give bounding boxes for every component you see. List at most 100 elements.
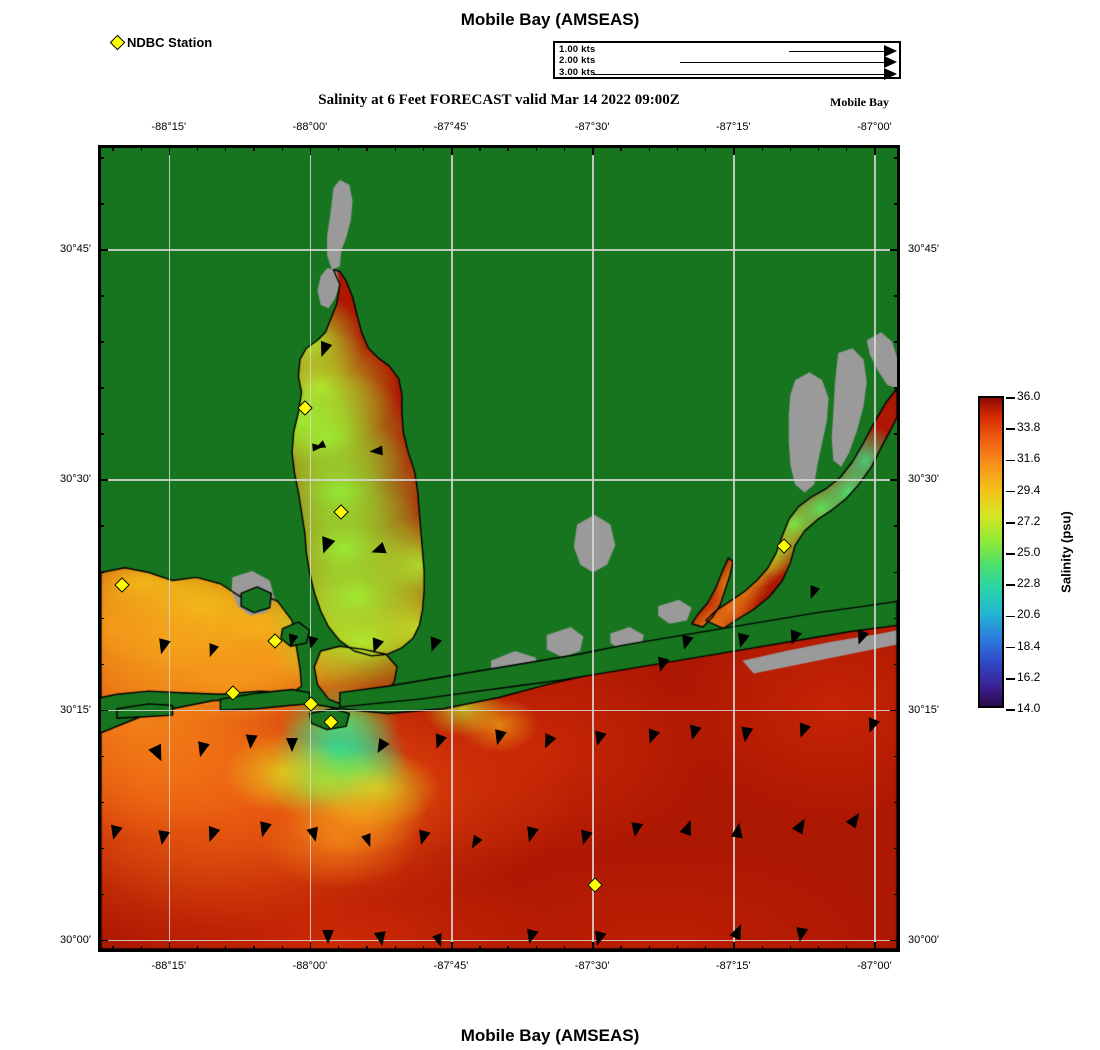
axis-tick <box>563 946 566 952</box>
colorbar-title: Salinity (psu) <box>1058 511 1074 593</box>
latitude-tick-label-left: 30°30' <box>60 473 91 486</box>
axis-tick <box>140 946 142 952</box>
colorbar-tick-label: 36.0 <box>1017 389 1041 403</box>
longitude-tick-label-bottom: -87°00' <box>857 960 892 972</box>
axis-tick <box>648 145 650 151</box>
axis-tick <box>894 571 900 573</box>
axis-tick <box>112 145 114 151</box>
current-vector-arrow <box>730 822 746 839</box>
axis-tick <box>789 145 792 151</box>
velocity-scale-label: 2.00 kts <box>559 55 596 67</box>
axis-tick <box>479 145 481 151</box>
axis-tick <box>894 847 900 850</box>
axis-tick <box>894 157 900 159</box>
map-gridline-vertical <box>309 148 312 949</box>
axis-tick <box>281 946 283 952</box>
colorbar-tick <box>1006 646 1015 649</box>
axis-tick <box>846 946 848 952</box>
axis-tick <box>733 942 735 952</box>
axis-tick <box>98 387 104 389</box>
axis-tick <box>890 709 900 712</box>
axis-tick <box>98 755 104 757</box>
map-gridline-horizontal <box>101 939 897 942</box>
axis-tick <box>676 145 679 151</box>
axis-tick <box>422 946 425 952</box>
current-vector-arrow <box>286 737 299 752</box>
axis-tick <box>253 946 255 952</box>
axis-tick <box>309 145 312 155</box>
axis-tick <box>451 942 453 952</box>
axis-tick <box>894 387 900 389</box>
page-title: Mobile Bay (AMSEAS) <box>460 10 640 29</box>
yellow-diamond-icon <box>109 34 126 51</box>
latitude-tick-label-right: 30°45' <box>908 243 939 256</box>
latitude-tick-label-right: 30°30' <box>908 473 939 486</box>
salinity-map[interactable] <box>98 145 900 952</box>
longitude-tick-label-top: -88°00' <box>292 121 328 133</box>
velocity-scale-line <box>789 51 885 52</box>
axis-tick <box>894 295 900 297</box>
axis-tick <box>394 145 396 151</box>
colorbar-tick <box>1006 490 1015 493</box>
axis-tick <box>705 946 707 952</box>
longitude-tick-label-top: -87°30' <box>574 121 610 133</box>
map-gridline-vertical <box>733 148 735 949</box>
axis-tick <box>168 145 171 155</box>
axis-tick <box>894 203 900 205</box>
velocity-scale-line <box>593 73 885 75</box>
axis-tick <box>98 939 108 942</box>
map-gridline-horizontal <box>101 709 897 712</box>
latitude-tick-label-left: 30°00' <box>60 933 91 946</box>
longitude-tick-label-top: -88°15' <box>151 121 187 133</box>
chart-subtitle: Salinity at 6 Feet FORECAST valid Mar 14… <box>318 92 680 108</box>
salinity-field-canvas <box>101 148 897 949</box>
axis-tick <box>98 801 104 803</box>
axis-tick <box>366 946 368 952</box>
axis-tick <box>676 946 679 952</box>
axis-tick <box>98 295 104 297</box>
colorbar-tick-label: 20.6 <box>1017 607 1041 622</box>
map-gridline-vertical <box>592 148 594 949</box>
velocity-scale-row: 3.00 kts <box>555 67 899 80</box>
axis-tick <box>761 946 763 952</box>
colorbar-tick <box>1006 709 1015 711</box>
axis-tick <box>98 709 108 712</box>
current-vector-arrow <box>321 929 334 944</box>
colorbar-tick-label: 31.6 <box>1017 451 1041 466</box>
axis-tick <box>196 946 199 952</box>
longitude-tick-label-top: -87°00' <box>857 121 892 133</box>
axis-tick <box>535 946 537 952</box>
colorbar-tick-label: 27.2 <box>1017 513 1041 528</box>
longitude-tick-label-bottom: -87°15' <box>715 960 751 972</box>
map-gridline-vertical <box>874 148 876 949</box>
axis-tick <box>890 479 900 482</box>
axis-tick <box>225 946 227 952</box>
latitude-tick-label-left: 30°15' <box>60 703 91 716</box>
axis-tick <box>592 942 594 952</box>
ndbc-station-label: NDBC Station <box>127 35 213 50</box>
colorbar: Salinity (psu) 36.0 33.8 31.6 29.4 27.2 25.0 2… <box>978 389 1074 715</box>
colorbar-tick <box>1006 615 1015 618</box>
longitude-tick-label-bottom: -88°00' <box>292 960 328 972</box>
colorbar-tick-label: 22.8 <box>1017 576 1041 591</box>
colorbar-tick <box>1006 553 1015 555</box>
colorbar-tick <box>1006 522 1015 524</box>
axis-tick <box>894 893 900 896</box>
axis-tick <box>98 203 104 205</box>
axis-tick <box>140 145 142 151</box>
velocity-scale-row: 1.00 kts <box>555 44 899 57</box>
axis-tick <box>422 145 425 151</box>
axis-tick <box>789 946 792 952</box>
velocity-scale-line <box>680 62 885 64</box>
axis-tick <box>112 946 114 952</box>
axis-tick <box>761 145 763 151</box>
longitude-tick-label-bottom: -87°30' <box>574 960 610 972</box>
axis-tick <box>338 946 340 952</box>
axis-tick <box>894 617 900 619</box>
axis-tick <box>846 145 848 151</box>
axis-tick <box>98 433 104 435</box>
axis-tick <box>451 145 453 155</box>
footer-title: Mobile Bay (AMSEAS) <box>460 1026 640 1045</box>
axis-tick <box>563 145 566 151</box>
axis-tick <box>479 946 481 952</box>
